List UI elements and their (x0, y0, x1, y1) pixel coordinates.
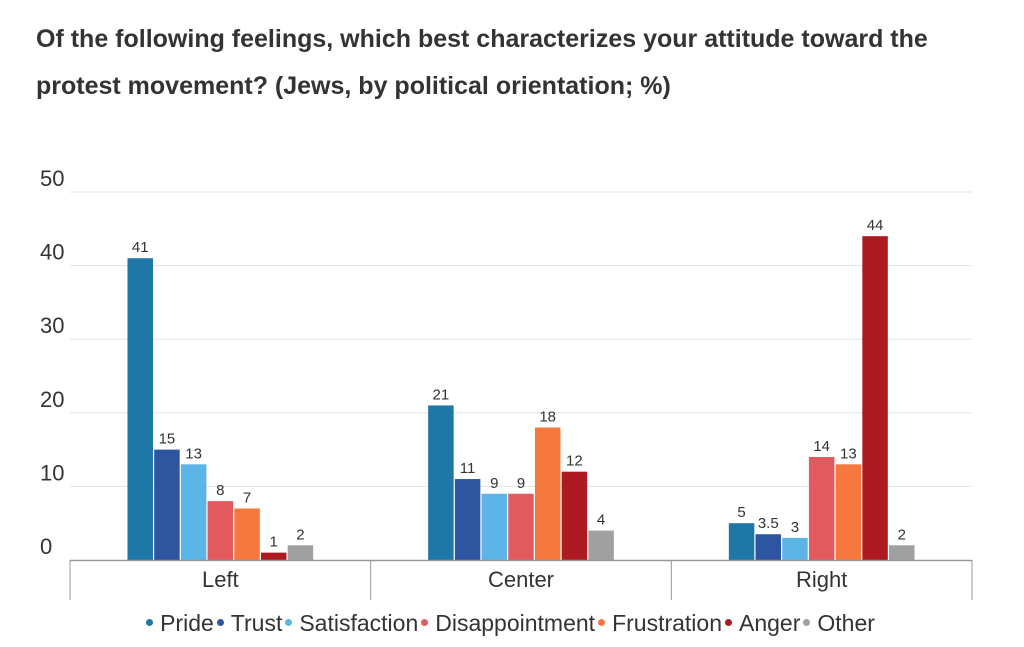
x-tick-label: Left (202, 567, 239, 592)
bar-trust-center (454, 479, 481, 560)
legend-item-trust: Trust (216, 610, 283, 637)
legend-label: Trust (230, 610, 283, 636)
y-tick-label: 10 (40, 460, 64, 485)
legend-dot-icon (285, 619, 293, 627)
data-label: 11 (460, 460, 476, 477)
legend-label: Other (817, 610, 875, 636)
bar-frustration-right (835, 464, 862, 560)
data-label: 44 (867, 217, 884, 234)
bar-satisfaction-center (481, 493, 508, 560)
legend-label: Disappointment (435, 610, 596, 636)
data-label: 4 (597, 512, 605, 529)
bar-pride-right (728, 523, 755, 560)
x-tick-label: Right (796, 567, 847, 592)
x-axis: Left Center Right (69, 559, 973, 600)
data-label: 3 (791, 519, 799, 536)
y-axis: 0 10 20 30 40 50 (40, 166, 64, 559)
bar-disappointment-left (207, 501, 234, 560)
legend-item-disappointment: Disappointment (421, 610, 595, 637)
bar-pride-center (428, 405, 454, 560)
data-label: 5 (737, 504, 745, 521)
data-label: 1 (270, 534, 278, 551)
data-label: 12 (566, 453, 583, 470)
legend-dot-icon (216, 619, 224, 627)
y-tick-label: 20 (40, 387, 64, 412)
data-label: 21 (433, 386, 450, 403)
data-label: 15 (159, 431, 176, 448)
legend-label: Frustration (612, 610, 722, 636)
y-tick-label: 0 (40, 534, 52, 559)
data-label: 2 (898, 526, 906, 543)
legend-item-pride: Pride (146, 610, 214, 637)
bar-trust-right (755, 534, 782, 560)
legend-item-frustration: Frustration (598, 610, 722, 637)
legend-label: Pride (160, 610, 214, 636)
y-tick-label: 30 (40, 313, 64, 338)
legend-dot-icon (598, 619, 606, 627)
bar-disappointment-right (808, 456, 835, 560)
legend-item-satisfaction: Satisfaction (285, 610, 418, 637)
y-tick-label: 50 (40, 166, 64, 191)
legend-label: Anger (739, 610, 801, 636)
data-label: 3.5 (758, 515, 779, 532)
chart-title: Of the following feelings, which best ch… (36, 25, 928, 100)
legend-dot-icon (146, 619, 154, 627)
legend-label: Satisfaction (299, 610, 419, 636)
data-label: 14 (813, 438, 830, 455)
data-label: 9 (490, 475, 498, 492)
bar-satisfaction-left (180, 464, 207, 560)
legend-item-anger: Anger (725, 610, 800, 637)
y-tick-label: 40 (40, 240, 64, 265)
data-label: 2 (296, 526, 304, 543)
data-label: 41 (132, 239, 149, 256)
data-label: 7 (243, 489, 251, 506)
x-tick-label: Center (488, 567, 554, 592)
bar-pride-left (127, 258, 153, 560)
legend: Pride Trust Satisfaction Disappointment Frus… (0, 610, 1024, 637)
bar-other-right (889, 545, 915, 560)
data-label: 9 (517, 475, 525, 492)
bar-frustration-center (534, 427, 561, 560)
data-label: 18 (539, 409, 556, 426)
gridlines (70, 191, 972, 487)
bar-satisfaction-right (782, 537, 808, 560)
bars (127, 236, 915, 560)
bar-anger-left (260, 552, 287, 560)
legend-dot-icon (725, 619, 732, 627)
bar-anger-center (561, 471, 588, 560)
data-label: 13 (185, 445, 202, 462)
bar-frustration-left (234, 508, 260, 560)
data-label: 8 (216, 482, 224, 499)
bar-other-center (588, 530, 614, 560)
bar-trust-left (154, 449, 180, 560)
legend-dot-icon (421, 619, 429, 627)
bar-other-left (287, 545, 314, 560)
bar-anger-right (862, 236, 888, 560)
legend-item-other: Other (803, 610, 875, 637)
bar-disappointment-center (508, 493, 534, 560)
legend-dot-icon (803, 619, 811, 627)
data-label: 13 (840, 445, 857, 462)
